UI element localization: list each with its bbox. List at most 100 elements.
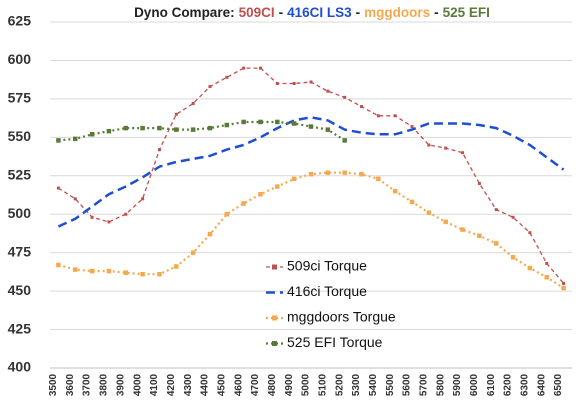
point <box>157 271 162 277</box>
x-tick-label: 6000 <box>469 373 480 396</box>
point <box>511 215 515 219</box>
point <box>56 186 60 190</box>
y-tick-label: 400 <box>8 359 32 375</box>
x-tick-label: 4500 <box>216 373 227 396</box>
point <box>258 66 262 70</box>
point <box>343 95 347 99</box>
point <box>410 125 414 129</box>
title-part: - <box>356 5 361 20</box>
point <box>157 125 162 131</box>
point <box>157 148 161 152</box>
point <box>258 191 263 197</box>
point <box>174 264 179 269</box>
point <box>376 114 380 118</box>
point <box>527 265 533 271</box>
x-tick-label: 4400 <box>200 373 211 396</box>
x-tick-label: 5400 <box>368 373 379 396</box>
point <box>107 220 111 224</box>
title-part: Dyno Compare: <box>134 5 235 20</box>
point <box>275 119 280 125</box>
point <box>461 151 465 155</box>
x-tick-label: 5200 <box>334 373 345 396</box>
point <box>56 262 61 268</box>
x-tick-label: 5000 <box>301 373 312 396</box>
point <box>275 82 279 86</box>
point <box>444 146 448 150</box>
point <box>544 275 549 280</box>
point <box>106 128 112 134</box>
point <box>241 201 246 206</box>
chart-title: Dyno Compare: 509CI -416CI LS3- mggdoors -52… <box>134 5 490 20</box>
point <box>393 114 397 118</box>
point <box>545 261 549 265</box>
legend-marker <box>272 264 277 270</box>
legend-label: 416ci Torque <box>287 283 367 299</box>
series-line <box>57 116 565 228</box>
point <box>561 285 566 291</box>
x-tick-label: 5700 <box>419 373 430 396</box>
title-part: - <box>434 5 439 20</box>
y-tick-label: 575 <box>8 90 32 106</box>
point <box>207 125 213 131</box>
x-tick-label: 6400 <box>536 373 547 396</box>
point <box>325 127 331 132</box>
point <box>309 80 313 84</box>
point <box>342 138 347 143</box>
x-tick-label: 6300 <box>520 373 531 396</box>
point <box>275 184 280 189</box>
title-part: 416CI LS3 <box>287 5 352 20</box>
point <box>241 119 246 125</box>
x-tick-label: 3800 <box>99 373 110 396</box>
point <box>477 233 482 239</box>
point <box>190 250 196 255</box>
point <box>140 271 145 277</box>
point <box>392 188 398 194</box>
point <box>443 219 448 225</box>
title-part: 509CI <box>239 5 275 20</box>
x-tick-label: 6500 <box>553 373 564 396</box>
point <box>174 127 179 132</box>
legend-label: mggdoors Torgue <box>287 309 396 325</box>
point <box>124 212 128 216</box>
point <box>89 132 95 137</box>
x-tick-label: 3700 <box>82 373 93 396</box>
point <box>562 281 566 285</box>
point <box>360 105 364 109</box>
point <box>258 119 263 125</box>
point <box>208 85 212 89</box>
point <box>73 267 78 272</box>
point <box>123 270 129 275</box>
x-tick-label: 6200 <box>503 373 514 396</box>
point <box>291 121 297 126</box>
x-tick-label: 5100 <box>317 373 328 396</box>
x-tick-label: 4300 <box>183 373 194 396</box>
title-part: mggdoors <box>364 5 430 20</box>
point <box>73 136 78 142</box>
x-tick-label: 5900 <box>452 373 463 396</box>
point <box>427 143 431 147</box>
point <box>207 231 213 237</box>
y-tick-label: 450 <box>8 282 32 298</box>
point <box>528 231 532 235</box>
point <box>359 171 364 177</box>
point <box>242 66 246 70</box>
title-part: - <box>279 5 284 20</box>
point <box>225 75 229 79</box>
legend-label: 525 EFI Torque <box>287 334 383 350</box>
x-tick-label: 4000 <box>132 373 143 396</box>
point <box>342 170 347 175</box>
point <box>141 197 145 201</box>
point <box>140 125 145 131</box>
y-tick-label: 425 <box>8 320 32 336</box>
point <box>123 125 129 131</box>
x-tick-label: 3900 <box>115 373 126 396</box>
point <box>460 227 465 232</box>
x-tick-label: 5500 <box>385 373 396 396</box>
point <box>90 215 94 219</box>
y-tick-label: 550 <box>8 128 32 144</box>
y-tick-label: 475 <box>8 243 32 259</box>
y-tick-label: 625 <box>8 13 32 29</box>
point <box>326 89 330 93</box>
